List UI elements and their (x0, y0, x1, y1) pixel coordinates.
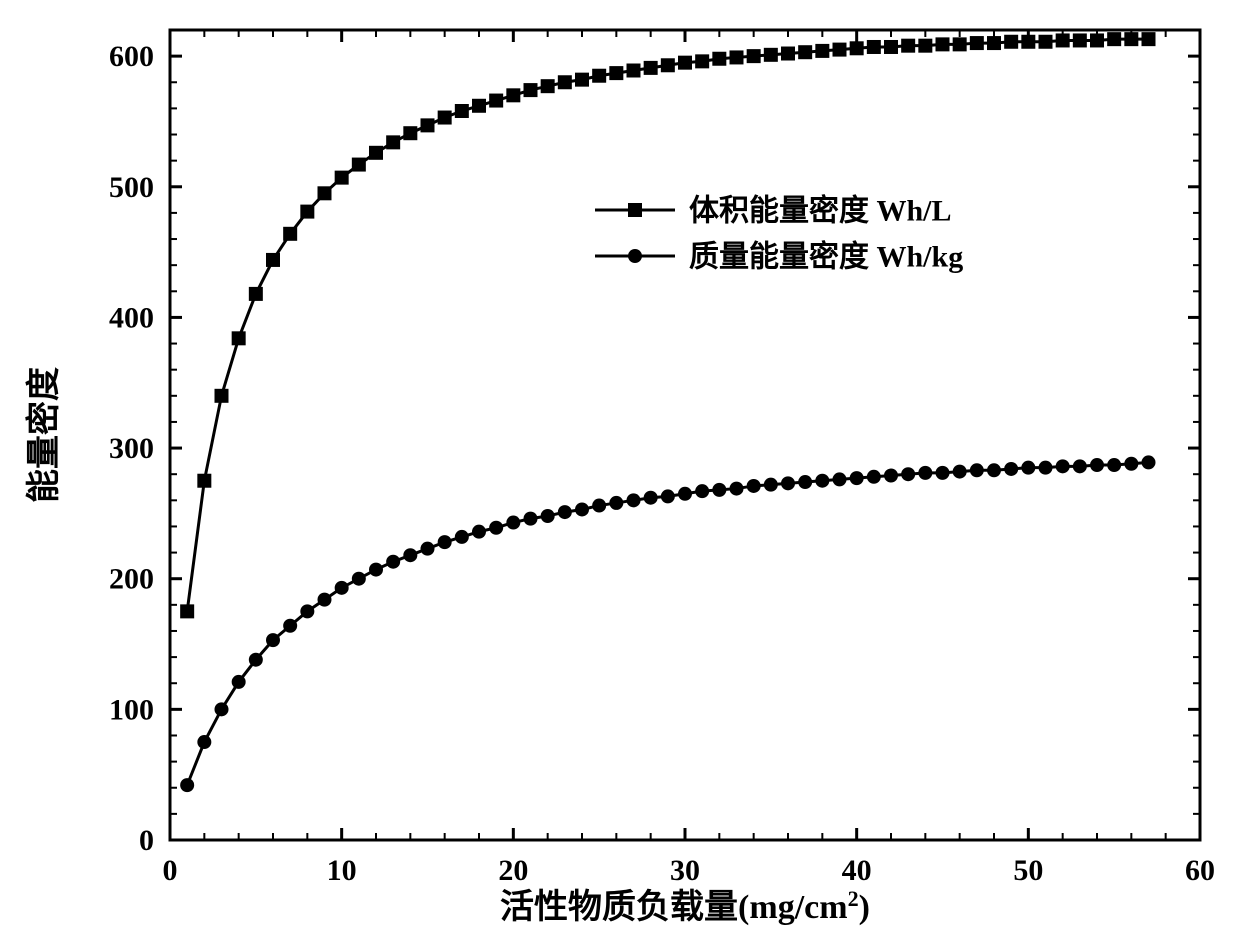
x-tick-label: 20 (498, 854, 528, 887)
y-tick-label: 600 (109, 40, 154, 73)
y-tick-label: 300 (109, 432, 154, 465)
x-tick-label: 10 (327, 854, 357, 887)
legend-label-gravimetric: 质量能量密度 Wh/kg (689, 240, 963, 274)
y-tick-label: 400 (109, 301, 154, 334)
y-tick-label: 200 (109, 563, 154, 596)
x-tick-label: 60 (1185, 854, 1215, 887)
energy-density-chart: 01020304050600100200300400500600活性物质负载量(… (0, 0, 1239, 926)
x-tick-label: 50 (1013, 854, 1043, 887)
x-tick-label: 30 (670, 854, 700, 887)
y-tick-label: 100 (109, 693, 154, 726)
x-axis-label: 活性物质负载量(mg/cm2) (500, 886, 870, 926)
chart-container: 01020304050600100200300400500600活性物质负载量(… (0, 0, 1239, 926)
x-tick-label: 0 (163, 854, 178, 887)
y-tick-label: 0 (139, 824, 154, 857)
legend-label-volumetric: 体积能量密度 Wh/L (689, 194, 952, 228)
x-tick-label: 40 (842, 854, 872, 887)
y-axis-label: 能量密度 (24, 367, 63, 503)
y-tick-label: 500 (109, 171, 154, 204)
